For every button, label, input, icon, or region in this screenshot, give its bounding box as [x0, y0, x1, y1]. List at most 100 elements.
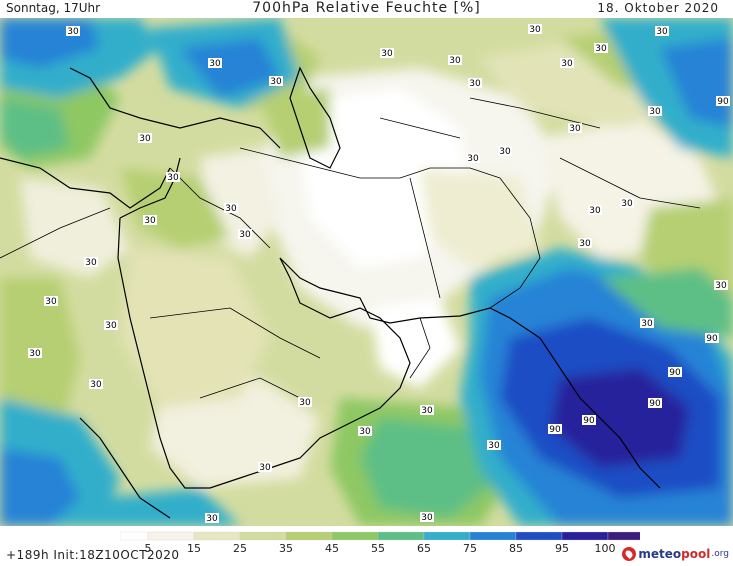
contour-label: 90	[705, 333, 719, 344]
map-value-labels: 30 30 30 30 30 30 30 30 30 30 30 30 30 3…	[28, 24, 730, 524]
svg-text:30: 30	[569, 124, 581, 134]
color-legend	[120, 531, 640, 541]
legend-tick: 45	[325, 542, 339, 555]
contour-label: 30	[205, 513, 219, 524]
meteopool-logo[interactable]: meteopool .org	[622, 544, 729, 564]
svg-text:30: 30	[421, 406, 433, 416]
contour-label: 30	[208, 58, 222, 69]
contour-label: 90	[648, 398, 662, 409]
contour-label: 90	[716, 96, 730, 107]
svg-text:30: 30	[499, 147, 511, 157]
contour-label: 30	[448, 55, 462, 66]
contour-label: 30	[714, 280, 728, 291]
humidity-map[interactable]: 30 30 30 30 30 30 30 30 30 30 30 30 30 3…	[0, 18, 733, 526]
contour-label: 90	[582, 415, 596, 426]
contour-label: 30	[84, 257, 98, 268]
legend-tick: 5	[144, 542, 152, 555]
svg-text:30: 30	[239, 230, 251, 240]
svg-text:30: 30	[649, 107, 661, 117]
logo-text: meteopool	[638, 547, 711, 561]
contour-label: 30	[358, 426, 372, 437]
svg-text:30: 30	[270, 77, 282, 87]
svg-text:30: 30	[105, 321, 117, 331]
contour-label: 30	[104, 320, 118, 331]
contour-label: 30	[138, 133, 152, 144]
contour-label: 90	[548, 424, 562, 435]
contour-label: 30	[89, 379, 103, 390]
svg-text:30: 30	[595, 44, 607, 54]
contour-label: 30	[66, 26, 80, 37]
valid-time: Sonntag, 17Uhr	[6, 1, 101, 15]
svg-text:30: 30	[206, 514, 218, 524]
contour-label: 30	[648, 106, 662, 117]
svg-text:30: 30	[529, 25, 541, 35]
svg-text:30: 30	[259, 463, 271, 473]
contour-label: 30	[588, 205, 602, 216]
svg-text:30: 30	[488, 441, 500, 451]
valid-date: 18. Oktober 2020	[597, 1, 719, 15]
svg-text:30: 30	[467, 154, 479, 164]
init-time: +189h Init:18Z10OCT2020	[6, 548, 180, 562]
svg-text:90: 90	[649, 399, 661, 409]
humidity-field	[0, 18, 733, 526]
contour-label: 30	[269, 76, 283, 87]
contour-label: 30	[224, 203, 238, 214]
legend-tick: 55	[371, 542, 385, 555]
contour-label: 30	[528, 24, 542, 35]
contour-label: 30	[28, 348, 42, 359]
contour-label: 30	[466, 153, 480, 164]
svg-text:30: 30	[621, 199, 633, 209]
map-canvas: 30 30 30 30 30 30 30 30 30 30 30 30 30 3…	[0, 18, 733, 526]
svg-text:30: 30	[656, 27, 668, 37]
svg-text:30: 30	[144, 216, 156, 226]
contour-label: 30	[166, 172, 180, 183]
svg-text:30: 30	[29, 349, 41, 359]
svg-text:30: 30	[45, 297, 57, 307]
contour-label: 30	[143, 215, 157, 226]
legend-tick: 85	[509, 542, 523, 555]
contour-label: 30	[44, 296, 58, 307]
svg-text:30: 30	[381, 49, 393, 59]
contour-label: 30	[560, 58, 574, 69]
legend-tick: 65	[417, 542, 431, 555]
legend-tick: 15	[187, 542, 201, 555]
contour-label: 30	[298, 397, 312, 408]
contour-label: 90	[668, 367, 682, 378]
legend-ticks: 5 15 25 35 45 55 65 75 85 95 100	[0, 526, 733, 566]
svg-text:30: 30	[225, 204, 237, 214]
contour-label: 30	[578, 238, 592, 249]
legend-color-box	[607, 531, 640, 541]
svg-text:30: 30	[561, 59, 573, 69]
svg-text:30: 30	[90, 380, 102, 390]
legend-tick: 75	[463, 542, 477, 555]
contour-label: 30	[655, 26, 669, 37]
location-pin-icon	[622, 547, 637, 561]
logo-tld: .org	[711, 549, 729, 559]
legend-tick: 100	[594, 542, 616, 555]
svg-text:30: 30	[715, 281, 727, 291]
svg-text:90: 90	[706, 334, 718, 344]
svg-text:30: 30	[469, 79, 481, 89]
svg-text:90: 90	[717, 97, 729, 107]
contour-label: 30	[258, 462, 272, 473]
svg-text:90: 90	[549, 425, 561, 435]
svg-text:30: 30	[67, 27, 79, 37]
contour-label: 30	[594, 43, 608, 54]
svg-text:30: 30	[589, 206, 601, 216]
contour-label: 30	[238, 229, 252, 240]
coastlines	[0, 66, 661, 519]
svg-text:30: 30	[139, 134, 151, 144]
legend-tick: 95	[555, 542, 569, 555]
svg-text:30: 30	[299, 398, 311, 408]
svg-text:30: 30	[641, 319, 653, 329]
contour-label: 30	[487, 440, 501, 451]
svg-text:30: 30	[421, 513, 433, 523]
contour-label: 30	[420, 512, 434, 523]
svg-text:30: 30	[85, 258, 97, 268]
contour-label: 30	[568, 123, 582, 134]
contour-label: 30	[420, 405, 434, 416]
map-title: 700hPa Relative Feuchte [%]	[252, 0, 481, 16]
svg-text:30: 30	[359, 427, 371, 437]
svg-text:30: 30	[579, 239, 591, 249]
svg-text:30: 30	[449, 56, 461, 66]
